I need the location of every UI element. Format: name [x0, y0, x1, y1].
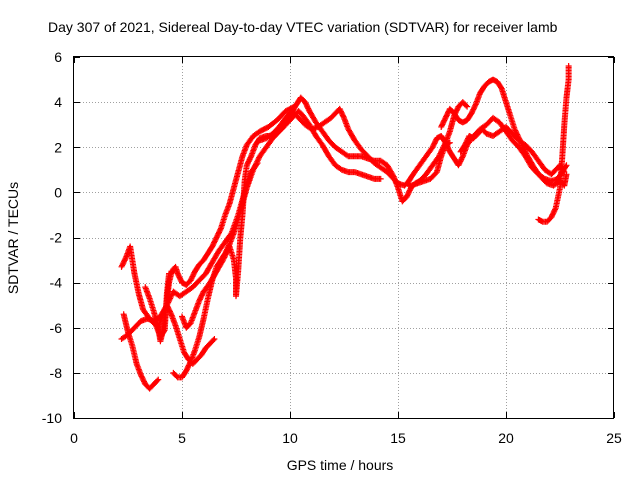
data-point: [520, 143, 527, 150]
data-point: [464, 103, 471, 110]
data-point: [513, 130, 520, 137]
y-tick-label: 6: [54, 49, 62, 65]
x-tick-label: 10: [282, 430, 298, 446]
data-point: [251, 164, 258, 171]
y-tick-label: -8: [50, 365, 63, 381]
data-point: [522, 149, 529, 156]
data-point: [247, 154, 254, 161]
x-tick-label: 5: [178, 430, 186, 446]
y-tick-label: -6: [50, 320, 63, 336]
x-axis-tick-labels: 0 5 10 15 20 25: [70, 430, 622, 446]
data-point: [523, 151, 530, 158]
series-arc-3: [120, 311, 162, 392]
data-point: [472, 102, 479, 109]
data-point: [516, 135, 523, 142]
data-point: [563, 171, 570, 178]
data-point: [254, 157, 261, 164]
data-point: [219, 258, 226, 265]
y-tick-label: 2: [54, 139, 62, 155]
data-point: [250, 165, 257, 172]
data-point: [223, 250, 230, 257]
x-axis-label: GPS time / hours: [287, 457, 394, 473]
plot-frame: [73, 56, 614, 419]
series-arc-4: [142, 103, 298, 345]
data-point: [211, 336, 218, 343]
data-point: [565, 63, 572, 70]
data-point: [446, 139, 453, 146]
data-point: [221, 254, 228, 261]
y-tick-label: -2: [50, 230, 63, 246]
data-point: [340, 113, 347, 120]
data-point: [518, 141, 525, 148]
y-tick-label: 4: [54, 94, 62, 110]
data-point: [511, 126, 518, 133]
data-point: [223, 248, 230, 255]
data-point: [122, 256, 129, 263]
y-axis-label: SDTVAR / TECUs: [5, 182, 21, 294]
grid: [74, 57, 614, 418]
data-point: [252, 161, 259, 168]
series-arc-6: [170, 108, 384, 381]
data-point: [512, 128, 519, 135]
axis-ticks: [74, 57, 615, 419]
data-point: [221, 253, 228, 260]
data-point: [222, 251, 229, 258]
data-point: [167, 294, 174, 301]
data-point: [220, 255, 227, 262]
data-point: [552, 206, 559, 213]
chart-title: Day 307 of 2021, Sidereal Day-to-day VTE…: [48, 19, 558, 35]
data-point: [517, 138, 524, 145]
data-point: [210, 337, 217, 344]
data-point: [255, 155, 262, 162]
data-point: [220, 257, 227, 264]
data-point: [187, 359, 194, 366]
data-point: [252, 162, 259, 169]
series-arc-12: [535, 63, 572, 225]
data-point: [463, 102, 470, 109]
data-point: [377, 175, 384, 182]
data-point: [154, 377, 161, 384]
x-tick-label: 15: [390, 430, 406, 446]
data-point: [519, 142, 526, 149]
data-point: [217, 226, 224, 233]
data-point: [250, 166, 257, 173]
data-point: [520, 145, 527, 152]
data-point: [167, 309, 174, 316]
series-arc-5: [155, 302, 218, 367]
x-tick-label: 20: [498, 430, 514, 446]
data-point: [515, 134, 522, 141]
data-point: [523, 150, 530, 157]
y-tick-label: -4: [50, 275, 63, 291]
x-tick-label: 0: [70, 430, 78, 446]
y-axis-tick-labels: -10 -8 -6 -4 -2 0 2 4 6: [42, 49, 62, 426]
data-point: [514, 131, 521, 138]
data-point: [512, 127, 519, 134]
series-arc-9: [403, 139, 453, 189]
y-tick-label: -10: [42, 410, 62, 426]
x-tick-label: 25: [606, 430, 622, 446]
data-point: [253, 160, 260, 167]
plot-area: [118, 63, 572, 392]
data-point: [254, 158, 261, 165]
data-point: [459, 154, 466, 161]
y-tick-label: 0: [54, 184, 62, 200]
data-point: [522, 147, 529, 154]
data-point: [497, 84, 504, 91]
series-arc-7: [179, 94, 471, 331]
data-point: [514, 132, 521, 139]
data-point: [518, 139, 525, 146]
data-point: [155, 376, 162, 383]
data-point: [516, 137, 523, 144]
data-point: [521, 146, 528, 153]
